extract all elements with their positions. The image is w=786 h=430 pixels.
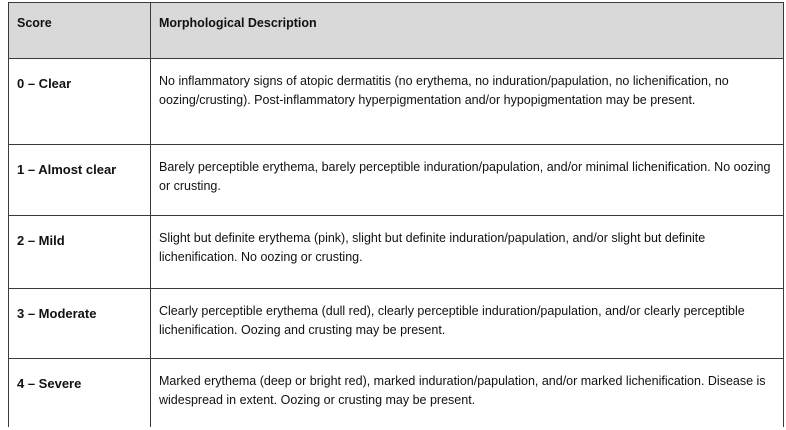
table-row: 3 – Moderate Clearly perceptible erythem…	[8, 287, 784, 360]
header-row: Score Morphological Description	[8, 2, 784, 59]
score-cell: 4 – Severe	[8, 358, 151, 427]
header-score: Score	[8, 2, 151, 59]
description-cell: No inflammatory signs of atopic dermatit…	[150, 57, 784, 145]
description-cell: Slight but definite erythema (pink), sli…	[150, 215, 784, 289]
table-row: 4 – Severe Marked erythema (deep or brig…	[8, 358, 784, 427]
header-description: Morphological Description	[150, 2, 784, 59]
table-row: 1 – Almost clear Barely perceptible eryt…	[8, 143, 784, 217]
table-row: 0 – Clear No inflammatory signs of atopi…	[8, 57, 784, 145]
score-cell: 2 – Mild	[8, 215, 151, 289]
table-row: 2 – Mild Slight but definite erythema (p…	[8, 215, 784, 289]
score-cell: 3 – Moderate	[8, 287, 151, 360]
description-cell: Barely perceptible erythema, barely perc…	[150, 143, 784, 217]
description-cell: Marked erythema (deep or bright red), ma…	[150, 358, 784, 427]
score-cell: 0 – Clear	[8, 57, 151, 145]
scoring-table: Score Morphological Description 0 – Clea…	[8, 2, 784, 427]
description-cell: Clearly perceptible erythema (dull red),…	[150, 287, 784, 360]
score-cell: 1 – Almost clear	[8, 143, 151, 217]
